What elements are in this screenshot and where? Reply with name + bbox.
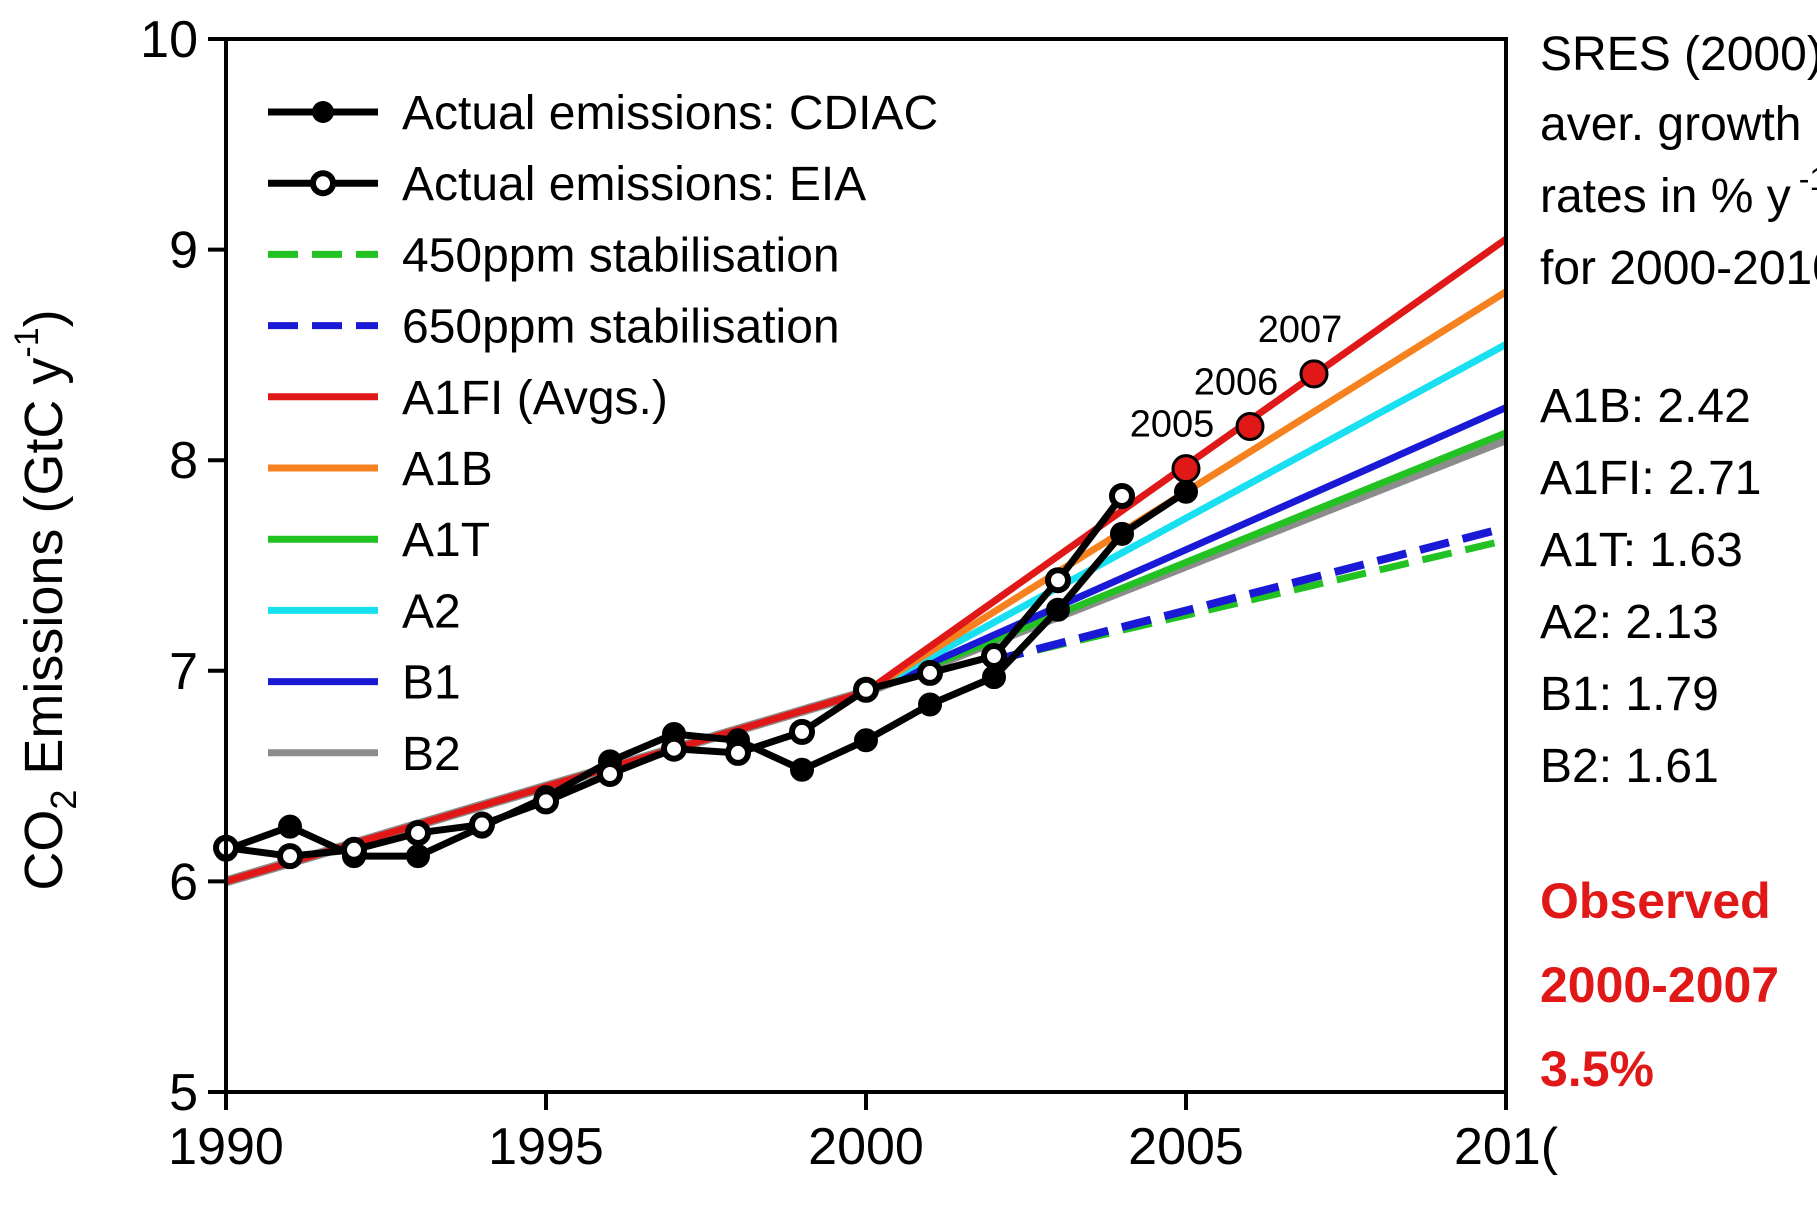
panel-header-line: aver. growth [1540, 98, 1801, 151]
data-point-actual-emissions-eia [277, 843, 303, 870]
data-point-actual-emissions-cdiac [982, 665, 1006, 690]
legend-item-650ppm-stabilisation: 650ppm stabilisation [268, 301, 840, 354]
highlight-point [1235, 412, 1265, 442]
legend-item-b2: B2 [268, 728, 461, 781]
data-point-actual-emissions-cdiac [1174, 479, 1198, 504]
legend-item-a1fi-avgs: A1FI (Avgs.) [268, 372, 668, 425]
data-point-actual-emissions-eia [853, 676, 879, 703]
legend-label: A1B [402, 443, 493, 496]
data-point-actual-emissions-eia [981, 643, 1007, 670]
highlight-point [1171, 454, 1201, 484]
growth-rate-item: A1FI: 2.71 [1540, 452, 1761, 505]
legend-item-b1: B1 [268, 657, 461, 710]
legend-label: B1 [402, 657, 461, 710]
data-point-actual-emissions-eia [789, 718, 815, 745]
data-point-actual-emissions-cdiac [854, 728, 878, 753]
legend-item-a1b: A1B [268, 443, 493, 496]
y-tick-label: 9 [169, 222, 198, 280]
observed-rate-line: 2000-2007 [1540, 957, 1779, 1013]
axes: 5 6 7 8 9 10 1990 1995 2000 2005 201( [140, 11, 1559, 1176]
data-point-actual-emissions-cdiac [406, 844, 430, 869]
panel-header-line: SRES (2000) [1540, 28, 1817, 81]
legend-marker [312, 101, 334, 123]
legend-item-450ppm-stabilisation: 450ppm stabilisation [268, 229, 840, 282]
x-tick-label: 1990 [168, 1118, 284, 1176]
data-point-actual-emissions-eia [1045, 567, 1071, 594]
legend-label: A1FI (Avgs.) [402, 372, 668, 425]
data-point-actual-emissions-eia [725, 739, 751, 766]
x-tick-label: 1995 [488, 1118, 604, 1176]
legend-label: 650ppm stabilisation [402, 301, 840, 354]
growth-rate-item: A1T: 1.63 [1540, 524, 1743, 577]
data-point-actual-emissions-cdiac [918, 692, 942, 717]
data-point-actual-emissions-eia [917, 659, 943, 686]
legend-label: Actual emissions: EIA [402, 158, 866, 211]
y-axis-title: CO2 Emissions (GtC y-1) [8, 309, 84, 890]
growth-rate-item: B2: 1.61 [1540, 740, 1719, 793]
scenario-line-650ppm-stabilisation [992, 523, 1508, 665]
highlight-label: 2006 [1194, 362, 1279, 404]
data-point-actual-emissions-cdiac [278, 814, 302, 839]
data-point-actual-emissions-eia [405, 819, 431, 846]
observed-rate-line: Observed [1540, 873, 1771, 929]
highlight-label: 2005 [1130, 404, 1215, 446]
legend-label: A2 [402, 585, 461, 638]
legend-item-a2: A2 [268, 585, 461, 638]
data-point-actual-emissions-eia [597, 760, 623, 787]
data-point-actual-emissions-eia [533, 788, 559, 815]
legend-item-actual-emissions-cdiac: Actual emissions: CDIAC [268, 87, 938, 140]
series-line-actual-emissions-cdiac [224, 488, 1188, 860]
data-point-actual-emissions-eia [341, 836, 367, 863]
y-tick-label: 5 [169, 1064, 198, 1122]
highlight-point [1299, 359, 1329, 389]
legend: Actual emissions: CDIAC Actual emissions:… [268, 87, 938, 781]
legend-marker [310, 170, 336, 197]
legend-label: 450ppm stabilisation [402, 229, 840, 282]
y-tick-label: 8 [169, 432, 198, 490]
observed-series [213, 479, 1198, 870]
data-point-actual-emissions-cdiac [790, 757, 814, 782]
highlight-label: 2007 [1258, 309, 1343, 351]
legend-item-a1t: A1T [268, 514, 490, 567]
x-tick-label: 2005 [1128, 1118, 1244, 1176]
observed-rate-line: 3.5% [1540, 1041, 1654, 1097]
data-point-actual-emissions-cdiac [1046, 597, 1070, 622]
legend-label: B2 [402, 728, 461, 781]
legend-item-actual-emissions-eia: Actual emissions: EIA [268, 158, 866, 211]
y-tick-label: 6 [169, 853, 198, 911]
growth-rate-item: A1B: 2.42 [1540, 380, 1751, 433]
data-point-actual-emissions-cdiac [1110, 521, 1134, 546]
y-tick-label: 7 [169, 643, 198, 701]
x-tick-label: 2000 [808, 1118, 924, 1176]
legend-label: Actual emissions: CDIAC [402, 87, 938, 140]
data-point-actual-emissions-eia [469, 811, 495, 838]
x-tick-label: 201( [1454, 1118, 1559, 1176]
panel-header-line: for 2000-2010: [1540, 242, 1817, 295]
growth-rate-item: A2: 2.13 [1540, 596, 1719, 649]
y-tick-label: 10 [140, 11, 198, 69]
growth-rates-panel: SRES (2000) aver. growth rates in % y-1 for… [1540, 28, 1817, 1097]
panel-header-line: rates in % y-1 [1540, 161, 1817, 223]
growth-rate-item: B1: 1.79 [1540, 668, 1719, 721]
legend-label: A1T [402, 514, 490, 567]
data-point-actual-emissions-eia [661, 735, 687, 762]
data-point-actual-emissions-eia [1109, 483, 1135, 510]
